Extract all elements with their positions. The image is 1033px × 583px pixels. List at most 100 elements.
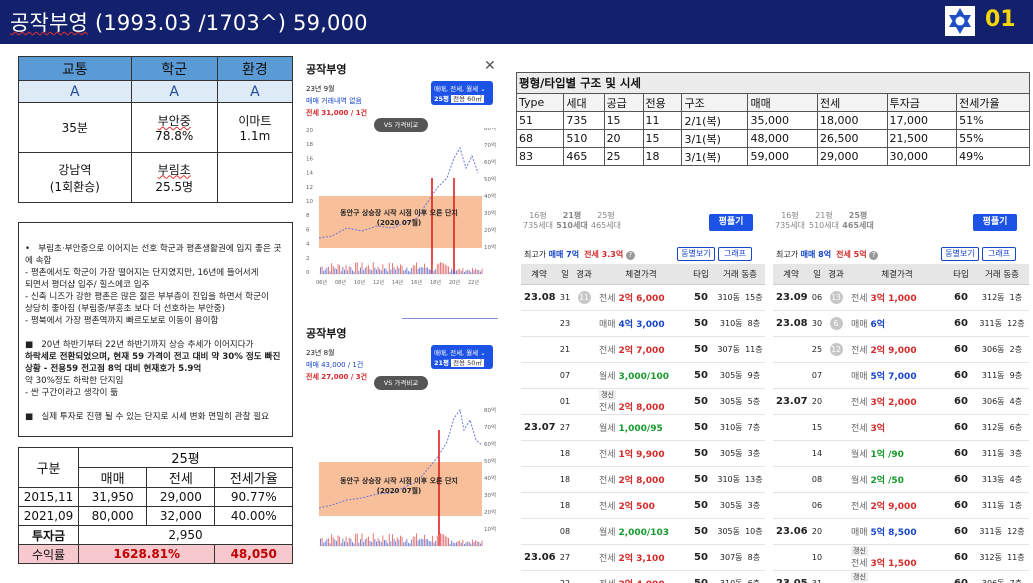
view-by-dong-button[interactable]: 동별보기 [941,247,979,261]
table-row[interactable]: 23.06 20 매매 5억 8,500 60 311동 12층 [773,518,1029,545]
table-row[interactable]: 15 전세 3억 60 312동 6층 [773,414,1029,441]
vs-compare-button[interactable]: VS 가격비교 [374,376,428,390]
type-header-cell: 전세 [817,93,888,112]
volume-bar [404,269,406,274]
table-row[interactable]: 23.09 06 13 전세 3억 1,000 60 312동 1층 [773,284,1029,311]
size-tab[interactable]: 25평 465세대 [591,211,621,230]
table-row[interactable]: 23.08 30 6 매매 6억 60 311동 12층 [773,310,1029,337]
y-tick-label: 20억 [484,226,496,234]
deal-day: 07 [557,362,573,389]
table-row[interactable]: 10 갱신 전세 3억 1,500 60 312동 11층 [773,544,1029,571]
deal-type: 50 [687,336,715,363]
ret-header-jeonse: 전세 [146,467,216,488]
chart-filter-button[interactable]: 매매, 전세, 월세 ⌄ 25평 전용 60㎡ [431,81,493,105]
deal-elapsed [573,440,595,467]
close-icon[interactable]: ✕ [484,58,496,74]
y-tick-label: 50억 [484,457,496,465]
deal-price: 갱신 전세 3억 1,500 [847,544,947,571]
table-row[interactable]: 18 전세 2억 8,000 50 310동 13층 [521,466,765,493]
volume-bar [465,542,467,546]
size-tab[interactable]: 16평 735세대 [523,211,553,230]
deal-day: 10 [809,544,825,571]
size-tab[interactable]: 21평 510세대 [809,211,839,230]
size-tab[interactable]: 16평 735세대 [775,211,805,230]
table-row[interactable]: 14 월세 1억 /90 60 311동 3층 [773,440,1029,467]
compare-sizes-button[interactable]: 평플기 [973,214,1017,231]
deal-elapsed [825,518,847,545]
deal-elapsed [825,388,847,415]
table-row[interactable]: 07 월세 3,000/100 50 305동 9층 [521,362,765,389]
graph-button[interactable]: 그래프 [718,247,752,261]
help-icon[interactable]: ? [625,251,635,260]
deal-type: 50 [687,570,715,583]
size-tab[interactable]: 25평 465세대 [842,211,874,230]
volume-bar [451,268,453,274]
volume-bar [345,265,347,274]
volume-bar [393,538,395,546]
table-row[interactable]: 23.08 31 11 전세 2억 6,000 50 310동 15층 [521,284,765,311]
table-row[interactable]: 23.06 27 전세 2억 3,100 50 307동 8층 [521,544,765,571]
deal-price: 매매 5억 8,500 [847,518,947,545]
volume-bar [366,266,368,274]
help-icon[interactable]: ? [869,251,879,260]
type-table-caption: 평형/타입별 구조 및 시세 [516,72,1030,94]
volume-bar [460,542,462,546]
volume-bar [470,271,472,274]
deal-dong-floor: 306동 4층 [975,388,1029,415]
table-row[interactable]: 21 전세 2억 7,000 50 307동 11층 [521,336,765,363]
table-row[interactable]: 23.07 27 월세 1,000/95 50 310동 7층 [521,414,765,441]
volume-bar [417,268,419,274]
compare-sizes-button[interactable]: 평플기 [709,214,753,231]
volume-bar [444,535,446,546]
type-cell: 35,000 [747,111,819,130]
x-tick-label: 06년 [316,279,327,286]
deal-month [521,440,557,467]
table-row[interactable]: 23.07 20 전세 3억 2,000 60 306동 4층 [773,388,1029,415]
volume-bar [385,268,387,274]
deal-price: 전세 2억 7,000 [595,336,687,363]
table-row[interactable]: 08 월세 2,000/103 50 305동 10층 [521,518,765,545]
graph-button[interactable]: 그래프 [982,247,1016,261]
table-row[interactable]: 08 월세 2억 /50 60 313동 4층 [773,466,1029,493]
volume-bar [454,271,456,274]
volume-bar [368,265,369,274]
type-cell: 25 [603,147,644,166]
transaction-header: 경과 [573,264,595,285]
deal-type: 60 [947,362,975,389]
volume-bar [476,269,478,274]
chart-filter-button[interactable]: 매매, 전세, 월세 ⌄ 21평 전용 50㎡ [431,345,493,369]
view-by-dong-button[interactable]: 동별보기 [677,247,715,261]
deal-type: 50 [687,518,715,545]
volume-bar [424,534,425,546]
env-grade-env: A [216,80,294,103]
table-row[interactable]: 07 매매 5억 7,000 60 311동 9층 [773,362,1029,389]
type-cell: 735 [563,111,605,130]
y-tick-label: 10억 [484,243,496,251]
deal-month [521,518,557,545]
table-row[interactable]: 25 12 전세 2억 9,000 60 306동 2층 [773,336,1029,363]
volume-bar [380,542,382,546]
ret-ratio: 40.00% [214,506,293,526]
table-row[interactable]: 18 전세 2억 500 50 305동 3층 [521,492,765,519]
volume-bar [470,543,472,546]
deal-type: 50 [687,440,715,467]
volume-bar [419,267,421,274]
vs-compare-button[interactable]: VS 가격비교 [374,118,428,132]
volume-bar [403,542,405,546]
recent-high: 최고가 매매 7억 전세 3.3억 ? [524,249,635,260]
volume-bar [326,539,328,546]
volume-bar [408,271,409,274]
volume-bar [320,538,321,546]
table-row[interactable]: 01 갱신 전세 2억 8,000 50 305동 5층 [521,388,765,415]
table-row[interactable]: 18 전세 1억 9,900 50 305동 3층 [521,440,765,467]
size-tab[interactable]: 21평 510세대 [556,211,588,230]
table-row[interactable]: 06 전세 2억 9,000 60 311동 1층 [773,492,1029,519]
volume-bar [350,267,352,274]
table-row[interactable]: 23 매매 4억 3,000 50 310동 8층 [521,310,765,337]
deal-month [773,414,809,441]
volume-bar [331,534,333,546]
